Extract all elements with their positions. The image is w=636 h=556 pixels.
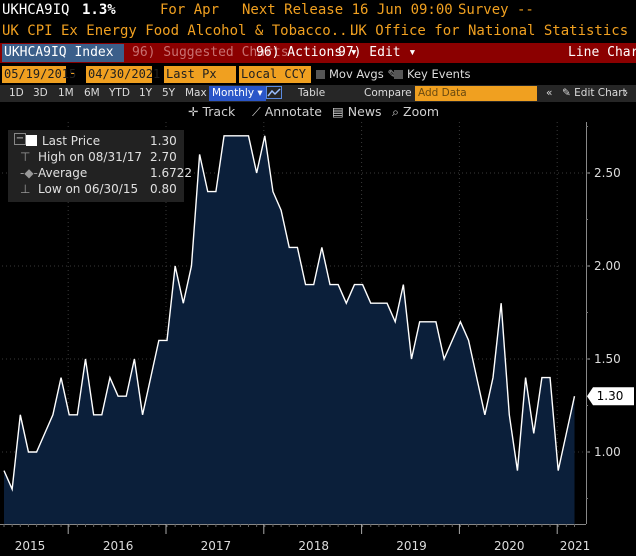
security-source: UK Office for National Statistics [350,23,629,39]
legend-average: -◆- Average 1.6722 [8,166,192,182]
next-release: Next Release 16 Jun 09:00 [242,2,453,18]
x-tick-label: 2020 [494,539,525,553]
line-chart-icon[interactable] [266,86,282,101]
legend-label: Last Price [42,134,101,148]
start-date-field[interactable]: 05/19/2015 [2,66,77,83]
range-1d[interactable]: 1D [9,87,24,99]
compare-button[interactable]: Compare ▾ [364,87,421,99]
line-tool-icon: ⟋ [252,104,261,119]
period-label: For Apr [160,2,220,18]
last-value-tag-label: 1.30 [597,389,624,403]
x-axis: 2015 2016 2017 2018 2019 2020 2021 [0,524,636,556]
mov-avgs-toggle[interactable]: Mov Avgs ✎ [316,66,397,83]
news-label: News [347,104,382,119]
range-5y[interactable]: 5Y [162,87,176,99]
collapse-icon[interactable]: « [546,87,553,99]
x-tick-label: 2015 [15,539,46,553]
range-1y[interactable]: 1Y [139,87,153,99]
y-tick-label: 2.00 [594,259,621,273]
legend-low: ⊥ Low on 06/30/15 0.80 [8,182,184,198]
range-ytd[interactable]: YTD [109,87,130,99]
edit-chart-label: Edit Chart [574,87,627,99]
ticker-input[interactable]: UKHCA9IQ Index [2,44,124,62]
track-button[interactable]: ✛ Track [188,104,235,119]
security-header: UKHCA9IQ 1.3% For Apr Next Release 16 Ju… [0,0,636,22]
y-tick-label: 1.00 [594,445,621,459]
checkbox-icon [316,70,325,79]
edit-chart-button[interactable]: ✎ Edit Chart [562,86,627,101]
pencil-icon: ✎ [387,67,398,81]
annotate-label: Annotate [264,104,322,119]
x-tick-label: 2019 [396,539,427,553]
y-tick-label: 2.50 [594,166,621,180]
legend-label: High on 08/31/17 [38,150,143,164]
x-tick-label: 2018 [298,539,329,553]
field-selector[interactable]: Last Px [164,66,236,83]
news-icon: ▤ [332,104,344,119]
legend-label: Average [38,166,88,180]
security-description-row: UK CPI Ex Energy Food Alcohol & Tobacco.… [0,22,636,42]
legend-label: Low on 06/30/15 [38,182,139,196]
legend-high: ⊤ High on 08/31/17 2.70 [8,150,184,166]
range-max[interactable]: Max [185,87,207,99]
legend-value: 2.70 [150,150,177,164]
high-marker-icon: ⊤ [20,150,31,164]
table-button[interactable]: Table [298,87,326,99]
x-tick-label: 2016 [103,539,134,553]
mov-avgs-label: Mov Avgs [329,67,384,81]
x-tick-label: 2021 [560,539,591,553]
suggested-charts-button[interactable]: 96) Suggested Charts [132,45,289,60]
last-value-marker: 1.30 [587,387,634,406]
price-area [4,135,575,525]
chart-tools: ✛ Track ⟋ Annotate ▤ News ⌕ Zoom [0,102,636,122]
magnifier-icon: ⌕ [392,104,400,119]
survey: Survey -- [458,2,534,18]
last-value-tag [587,387,634,406]
command-toolbar: UKHCA9IQ Index 96) Suggested Charts 96) … [0,43,636,63]
crosshair-icon: ✛ [188,104,199,119]
range-6m[interactable]: 6M [84,87,100,99]
annotate-button[interactable]: ⟋ Annotate [252,104,322,120]
more-icon[interactable]: › [624,87,629,99]
chart-legend[interactable]: − Last Price 1.30 ⊤ High on 08/31/17 2.7… [8,130,192,202]
series-swatch [26,135,37,146]
price-chart[interactable]: 1.00 1.50 2.00 2.50 2015 2016 2017 2018 2019 202… [0,122,636,556]
date-toolbar: 05/19/2015 - 04/30/2021 Last Px Local CC… [0,64,636,84]
security-description: UK CPI Ex Energy Food Alcohol & Tobacco.… [2,23,357,39]
key-events-toggle[interactable]: Key Events [394,66,470,83]
checkbox-icon [394,70,403,79]
legend-value: 1.30 [150,134,177,148]
last-value: 1.3% [82,2,116,18]
key-events-label: Key Events [407,67,471,81]
collapse-box-icon[interactable]: − [14,133,26,145]
zoom-label: Zoom [403,104,440,119]
y-tick-label: 1.50 [594,352,621,366]
edit-menu[interactable]: 97) Edit ▾ [338,45,417,60]
y-axis: 1.00 1.50 2.00 2.50 [586,122,621,524]
low-marker-icon: ⊥ [20,182,31,196]
track-label: Track [202,104,236,119]
x-tick-label: 2017 [201,539,232,553]
average-marker-icon: -◆- [20,166,38,180]
actions-menu[interactable]: 96) Actions ▾ [256,45,358,60]
range-toolbar: 1D 3D 1M 6M YTD 1Y 5Y Max Monthly ▾ Tabl… [0,85,636,102]
news-button[interactable]: ▤ News [332,104,382,119]
end-date-field[interactable]: 04/30/2021 [86,66,161,83]
legend-last-price: − Last Price 1.30 [8,133,184,150]
ticker-symbol: UKHCA9IQ [2,2,70,18]
chart-type-label: Line Chart [568,45,636,60]
date-separator: - [69,66,77,80]
period-selector[interactable]: Monthly ▾ [209,86,266,101]
pencil-icon: ✎ [562,87,575,99]
zoom-button[interactable]: ⌕ Zoom [392,104,439,120]
legend-value: 0.80 [150,182,177,196]
range-1m[interactable]: 1M [58,87,74,99]
legend-value: 1.6722 [150,166,192,180]
price-line [3,135,576,492]
add-data-input[interactable]: Add Data [415,86,537,101]
range-3d[interactable]: 3D [33,87,48,99]
currency-selector[interactable]: Local CCY [239,66,311,83]
